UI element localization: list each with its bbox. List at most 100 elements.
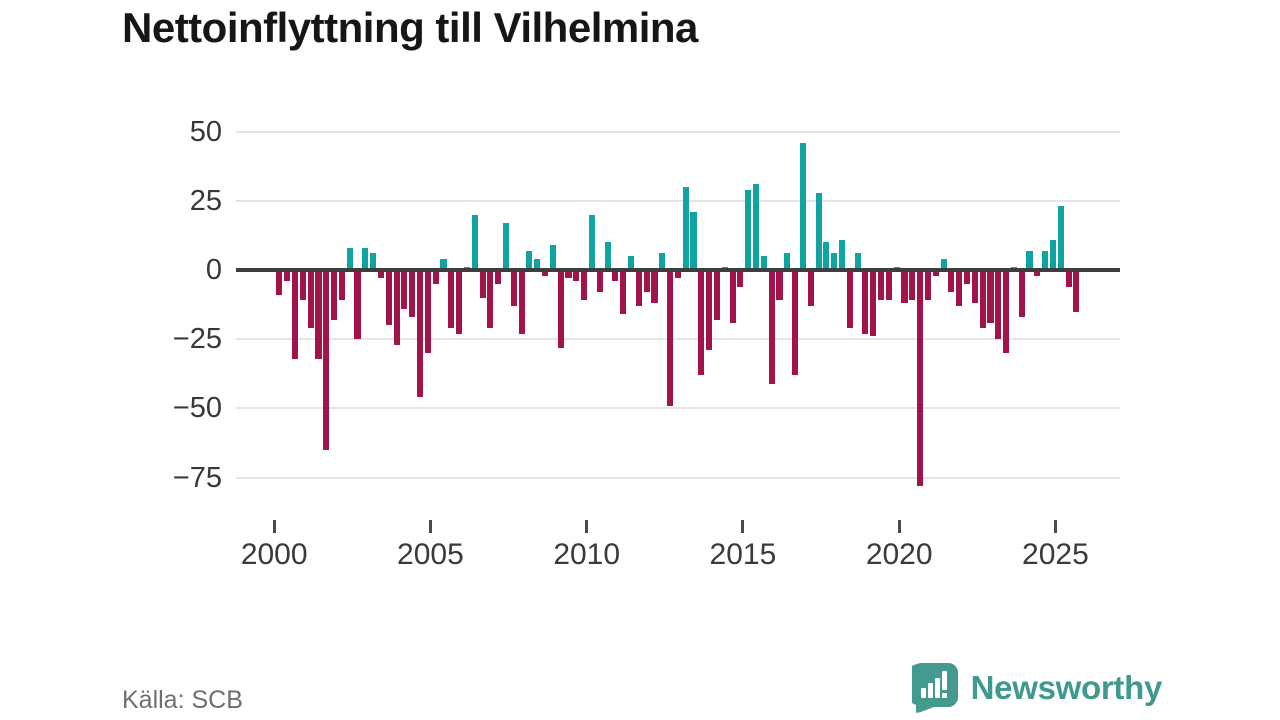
bar-negative — [385, 270, 392, 326]
bar-negative — [424, 270, 431, 353]
bar-negative — [924, 270, 932, 301]
x-axis-tick-label: 2015 — [709, 538, 777, 571]
x-axis-tick-label: 2010 — [553, 538, 621, 571]
bar-negative — [995, 270, 1002, 340]
gridline — [236, 130, 1120, 133]
bar-positive — [627, 256, 635, 270]
bar-negative — [870, 270, 877, 337]
bar-negative — [932, 270, 939, 276]
bar-positive — [588, 214, 596, 270]
bar-negative — [846, 270, 853, 329]
bar-negative — [729, 270, 736, 323]
bar-positive — [831, 253, 838, 270]
bar-positive — [549, 245, 556, 270]
bar-negative — [456, 270, 463, 334]
zero-axis-line — [236, 268, 1120, 272]
bar-negative — [651, 270, 658, 304]
brand-name: Newsworthy — [970, 669, 1163, 706]
gridline — [236, 338, 1120, 341]
bar-negative — [377, 270, 385, 279]
bar-positive — [604, 242, 611, 270]
bar-positive — [526, 250, 533, 270]
bar-negative — [487, 270, 494, 329]
bar-negative — [956, 270, 963, 306]
gridline — [236, 407, 1120, 410]
bar-negative — [354, 270, 361, 340]
bar-negative — [612, 270, 619, 282]
bar-negative — [667, 270, 674, 406]
bar-positive — [760, 256, 767, 270]
bar-negative — [1018, 270, 1025, 318]
bar-negative — [792, 270, 799, 376]
bar-negative — [1073, 270, 1080, 312]
x-axis-tick-mark — [741, 520, 745, 533]
x-axis-tick-mark — [272, 520, 276, 533]
bar-negative — [581, 270, 588, 301]
bar-positive — [682, 187, 689, 270]
bar-negative — [417, 270, 424, 398]
x-axis-tick-mark — [585, 520, 589, 533]
bar-negative — [401, 270, 408, 309]
bar-negative — [448, 270, 455, 329]
y-axis-tick-label: −50 — [172, 392, 222, 425]
bar-negative — [909, 270, 916, 301]
bar-negative — [573, 270, 580, 282]
bar-positive — [1042, 250, 1049, 270]
bar-negative — [948, 270, 955, 293]
bar-negative — [878, 270, 885, 301]
bar-positive — [534, 258, 541, 270]
bar-negative — [409, 270, 416, 318]
bar-negative — [393, 270, 400, 345]
newsworthy-icon — [901, 663, 958, 713]
bar-negative — [510, 270, 517, 306]
bar-positive — [690, 211, 697, 270]
bar-negative — [776, 270, 783, 301]
x-axis-tick-label: 2020 — [865, 538, 933, 571]
bar-positive — [659, 253, 666, 270]
bar-negative — [518, 270, 525, 334]
bar-negative — [674, 270, 681, 279]
bar-positive — [838, 239, 846, 270]
bar-negative — [557, 270, 564, 348]
bar-negative — [979, 270, 986, 329]
bar-positive — [784, 253, 791, 270]
bar-negative — [596, 270, 603, 293]
bar-negative — [315, 270, 322, 359]
bar-negative — [698, 270, 705, 376]
bar-positive — [370, 253, 377, 270]
bar-negative — [1003, 270, 1010, 353]
bar-positive — [440, 258, 447, 270]
bar-negative — [1034, 270, 1041, 276]
x-axis-tick-label: 2005 — [397, 538, 464, 571]
bar-negative — [432, 270, 439, 284]
x-axis-tick-label: 2000 — [240, 538, 308, 571]
chart-title: Nettoinflyttning till Vilhelmina — [122, 4, 698, 51]
bar-negative — [768, 270, 775, 384]
bar-negative — [479, 270, 486, 298]
bar-negative — [1065, 270, 1072, 287]
gridline — [236, 199, 1120, 202]
bar-positive — [854, 253, 861, 270]
bar-negative — [862, 270, 869, 334]
bar-positive — [346, 247, 353, 270]
bar-negative — [299, 270, 306, 301]
x-axis-tick-mark — [428, 520, 432, 533]
bar-negative — [542, 270, 549, 276]
bar-negative — [495, 270, 502, 284]
bar-negative — [307, 270, 314, 329]
brand-logo: Newsworthy — [901, 663, 1163, 713]
bar-positive — [502, 222, 510, 270]
x-axis-tick-label: 2025 — [1022, 538, 1089, 571]
bar-positive — [1049, 239, 1057, 270]
y-axis-tick-label: 0 — [205, 254, 222, 286]
y-axis-tick-label: −25 — [172, 323, 222, 356]
bar-positive — [1026, 250, 1033, 270]
bar-negative — [713, 270, 721, 320]
gridline — [236, 476, 1120, 479]
bar-negative — [901, 270, 908, 304]
bar-negative — [284, 270, 291, 282]
bar-negative — [276, 270, 283, 295]
bar-negative — [737, 270, 744, 287]
bar-negative — [323, 270, 330, 450]
